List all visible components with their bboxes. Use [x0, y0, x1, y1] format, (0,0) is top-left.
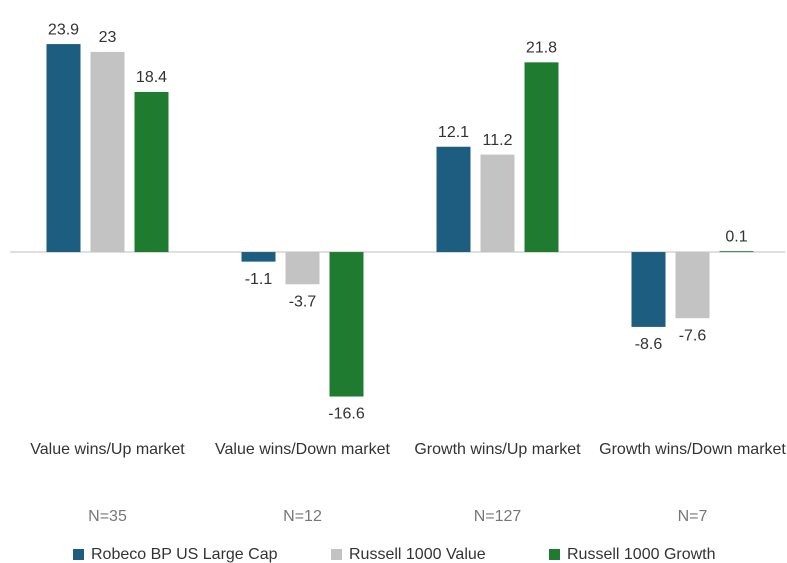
bar — [329, 252, 364, 397]
bar — [285, 252, 320, 285]
bar — [134, 91, 169, 253]
n-label: N=127 — [474, 508, 522, 525]
legend-label: Russell 1000 Growth — [567, 546, 716, 563]
bar — [436, 146, 471, 253]
bar — [90, 51, 125, 253]
bar — [524, 62, 559, 253]
bar — [719, 251, 754, 253]
n-label: N=12 — [283, 508, 322, 525]
bar — [46, 44, 81, 253]
x-tick-label: Value wins/Up market — [30, 441, 185, 458]
value-label: 21.8 — [526, 40, 557, 57]
value-label: 18.4 — [136, 69, 167, 86]
n-label: N=35 — [88, 508, 127, 525]
value-label: -1.1 — [245, 271, 273, 288]
bar — [480, 154, 515, 253]
x-tick-label: Growth wins/Down market — [599, 441, 786, 458]
legend-swatch — [73, 549, 84, 560]
legend-swatch — [549, 549, 560, 560]
value-label: 11.2 — [483, 132, 513, 149]
value-label: 0.1 — [725, 228, 747, 245]
value-label: 12.1 — [438, 124, 469, 141]
bar — [631, 252, 666, 327]
legend-swatch — [331, 549, 342, 560]
bar — [241, 252, 276, 262]
value-label: -3.7 — [289, 293, 317, 310]
legend-label: Russell 1000 Value — [349, 546, 486, 563]
bar — [675, 252, 710, 319]
value-label: 23.9 — [48, 21, 79, 38]
legend-label: Robeco BP US Large Cap — [91, 546, 278, 563]
value-label: -7.6 — [679, 327, 707, 344]
n-label: N=7 — [678, 508, 708, 525]
value-label: 23 — [99, 29, 117, 46]
value-label: -16.6 — [328, 406, 365, 423]
x-tick-label: Value wins/Down market — [215, 441, 390, 458]
value-label: -8.6 — [635, 336, 663, 353]
x-tick-label: Growth wins/Up market — [414, 441, 581, 458]
